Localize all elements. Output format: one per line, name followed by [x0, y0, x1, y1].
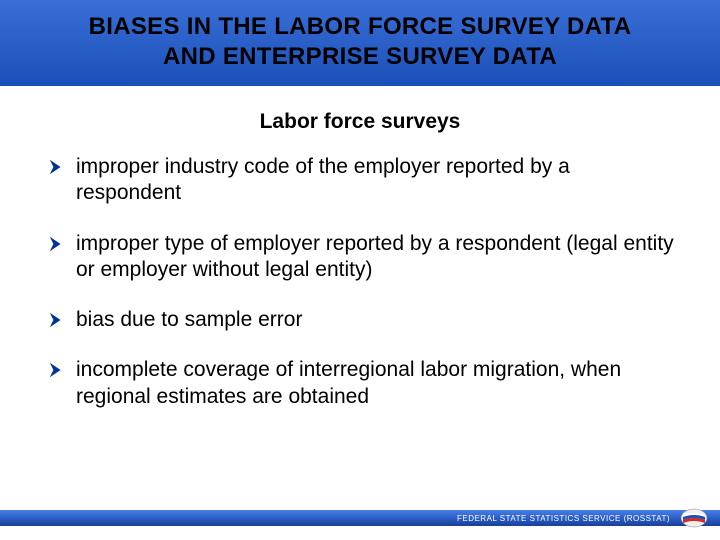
bullet-item: improper type of employer reported by a …: [48, 231, 680, 284]
bullet-text: incomplete coverage of interregional lab…: [76, 357, 680, 410]
bullet-item: incomplete coverage of interregional lab…: [48, 357, 680, 410]
footer-bar: FEDERAL STATE STATISTICS SERVICE (ROSSTA…: [0, 510, 720, 526]
chevron-right-icon: [48, 158, 66, 176]
bullet-text: bias due to sample error: [76, 307, 302, 333]
bullet-item: bias due to sample error: [48, 307, 680, 333]
chevron-right-icon: [48, 235, 66, 253]
subtitle: Labor force surveys: [0, 110, 720, 134]
chevron-right-icon: [48, 311, 66, 329]
footer-text: FEDERAL STATE STATISTICS SERVICE (ROSSTA…: [457, 514, 670, 523]
bullet-text: improper type of employer reported by a …: [76, 231, 680, 284]
title-line-1: BIASES IN THE LABOR FORCE SURVEY DATA: [89, 13, 632, 40]
rosstat-logo-icon: [680, 508, 708, 528]
title-bar: BIASES IN THE LABOR FORCE SURVEY DATA AN…: [0, 0, 720, 86]
bullet-list: improper industry code of the employer r…: [0, 154, 720, 410]
chevron-right-icon: [48, 361, 66, 379]
bullet-text: improper industry code of the employer r…: [76, 154, 680, 207]
slide-title: BIASES IN THE LABOR FORCE SURVEY DATA AN…: [20, 12, 700, 72]
title-line-2: AND ENTERPRISE SURVEY DATA: [163, 43, 557, 70]
bullet-item: improper industry code of the employer r…: [48, 154, 680, 207]
